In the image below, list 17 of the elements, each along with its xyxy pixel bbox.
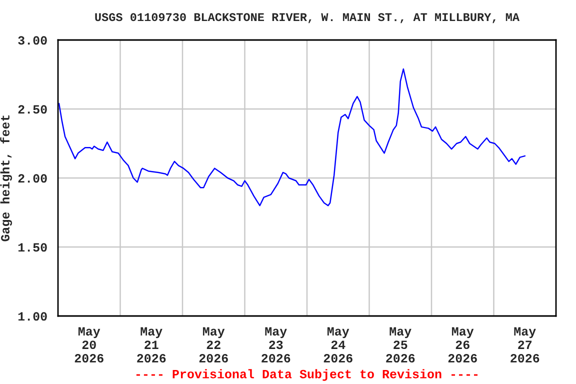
y-tick-label: 2.00: [18, 174, 47, 183]
x-tick-label: May 22 2026: [199, 327, 228, 363]
line-series: [58, 68, 526, 206]
x-tick-label: May 25 2026: [386, 327, 415, 363]
text: ---- Provisional Data Subject to Revision ----: [136, 369, 478, 381]
x-tick-label: May 21 2026: [137, 327, 166, 363]
y-tick-label: 3.00: [18, 36, 47, 45]
chart-title: USGS 01109730 BLACKSTONE RIVER, W. MAIN ST., AT MILLBURY, MA: [95, 13, 520, 24]
x-tick-label: May 23 2026: [262, 327, 290, 363]
x-tick-label: May 24 2026: [324, 327, 352, 363]
y-tick-label: 1.00: [18, 312, 47, 321]
x-tick-label: May 26 2026: [448, 327, 477, 363]
x-tick-label: May 20 2026: [74, 327, 104, 363]
x-tick-label: May 27 2026: [510, 327, 540, 363]
y-tick-label: 2.50: [18, 105, 47, 114]
y-tick-label: 1.50: [18, 243, 47, 252]
y-axis-title: Gage height, feet: [0, 115, 12, 242]
